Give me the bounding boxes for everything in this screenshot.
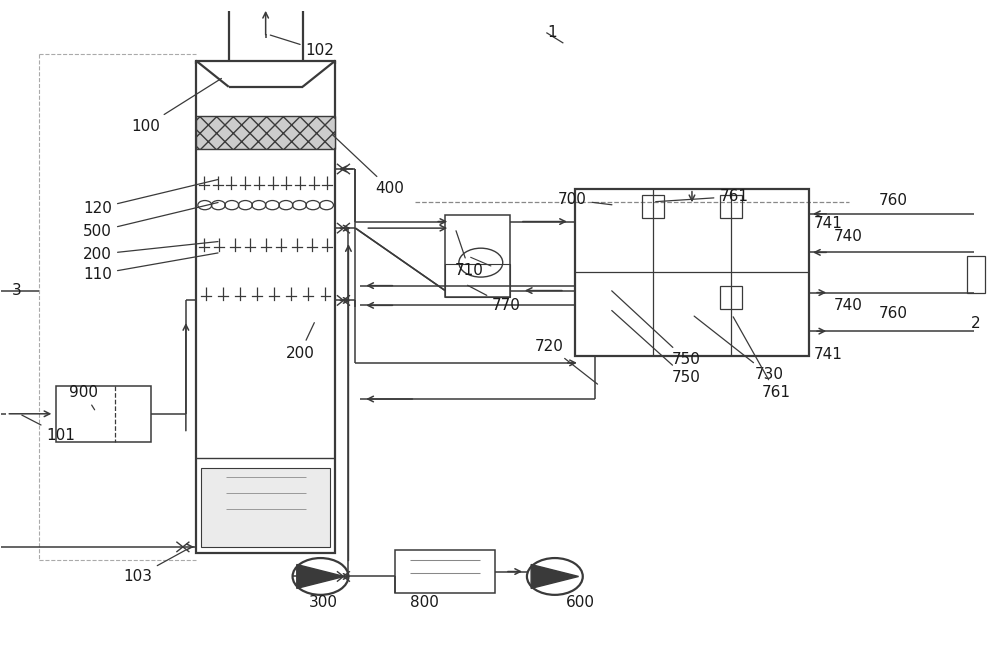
Bar — [642, 195, 664, 218]
Text: 720: 720 — [535, 339, 598, 384]
Text: 400: 400 — [332, 135, 404, 196]
Text: 120: 120 — [83, 180, 218, 216]
Text: 2: 2 — [971, 316, 980, 331]
Text: 700: 700 — [558, 192, 612, 207]
Text: 800: 800 — [410, 595, 439, 611]
Bar — [196, 116, 335, 149]
Bar — [967, 255, 985, 292]
Text: 740: 740 — [834, 229, 863, 244]
Polygon shape — [531, 564, 579, 589]
Bar — [445, 215, 510, 297]
Text: 761: 761 — [733, 317, 790, 400]
Text: 761: 761 — [656, 189, 748, 204]
Text: 741: 741 — [814, 216, 843, 231]
Text: 760: 760 — [879, 193, 908, 208]
Bar — [445, 264, 510, 297]
Bar — [720, 195, 742, 218]
Text: 3: 3 — [11, 283, 21, 298]
Bar — [395, 550, 495, 593]
Polygon shape — [297, 564, 344, 589]
Text: 102: 102 — [270, 35, 334, 58]
Text: 760: 760 — [879, 306, 908, 321]
Text: 900: 900 — [69, 385, 98, 410]
Bar — [201, 468, 330, 547]
Text: 741: 741 — [814, 347, 843, 362]
Bar — [196, 61, 335, 554]
Text: 110: 110 — [83, 253, 218, 282]
Text: 200: 200 — [83, 242, 218, 262]
Text: 710: 710 — [455, 231, 484, 279]
Text: 100: 100 — [131, 79, 221, 134]
Text: 1: 1 — [547, 26, 556, 40]
Text: 500: 500 — [83, 203, 218, 239]
Bar — [575, 189, 809, 356]
Bar — [720, 286, 742, 309]
Bar — [56, 386, 151, 442]
Text: 600: 600 — [566, 595, 595, 611]
Text: 101: 101 — [22, 415, 75, 443]
Text: 730: 730 — [694, 316, 783, 382]
Text: 750: 750 — [612, 310, 700, 385]
Text: 103: 103 — [123, 550, 185, 584]
Text: 750: 750 — [612, 291, 700, 367]
Text: 770: 770 — [468, 285, 521, 314]
Text: 200: 200 — [286, 323, 314, 360]
Text: 740: 740 — [834, 298, 863, 313]
Text: 300: 300 — [309, 595, 338, 611]
